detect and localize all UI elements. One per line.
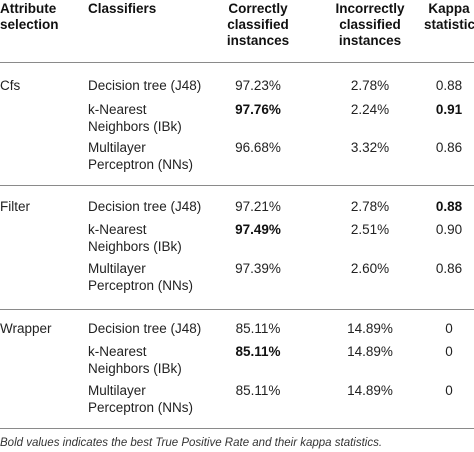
header-classifiers: Classifiers <box>88 1 198 17</box>
group-label-filter: Filter <box>0 199 30 214</box>
classifier-line: Multilayer <box>88 261 146 276</box>
header-line: Incorrectly <box>335 1 405 16</box>
classifier-cell: k-Nearest Neighbors (IBk) <box>88 343 182 377</box>
correct-cell: 97.23% <box>235 78 281 93</box>
incorrect-cell: 2.51% <box>350 222 390 237</box>
classifier-line: Neighbors (IBk) <box>88 361 182 376</box>
correct-cell: 97.39% <box>235 261 281 276</box>
classifier-cell: k-Nearest Neighbors (IBk) <box>88 221 182 255</box>
classifier-cell: Decision tree (J48) <box>88 198 201 215</box>
classifier-line: k-Nearest <box>88 222 147 237</box>
correct-cell: 85.11% <box>235 321 281 336</box>
table-bottom-rule <box>0 428 474 429</box>
header-line: Classifiers <box>88 1 157 16</box>
classifier-cell: Multilayer Perceptron (NNs) <box>88 382 193 416</box>
header-line: classified <box>339 17 401 32</box>
correct-cell-bold: 97.76% <box>235 102 281 117</box>
classifier-line: Perceptron (NNs) <box>88 157 194 172</box>
kappa-cell: 0.86 <box>435 140 463 155</box>
classifier-line: Multilayer <box>88 383 146 398</box>
header-line: Correctly <box>228 1 288 16</box>
kappa-cell: 0 <box>445 383 453 398</box>
incorrect-cell: 2.60% <box>350 261 390 276</box>
group-label-wrapper: Wrapper <box>0 321 52 336</box>
incorrect-cell: 14.89% <box>347 321 393 336</box>
header-line: statistic <box>424 17 474 32</box>
group-label-cfs: Cfs <box>0 78 21 93</box>
header-line: Attribute <box>0 1 57 16</box>
classifier-cell: Decision tree (J48) <box>88 320 201 337</box>
header-kappa: Kappa statistic <box>424 1 474 33</box>
header-line: selection <box>0 17 59 32</box>
incorrect-cell: 2.78% <box>350 78 390 93</box>
correct-cell-bold: 85.11% <box>235 344 281 359</box>
classifier-line: k-Nearest <box>88 102 147 117</box>
classifier-line: Multilayer <box>88 140 146 155</box>
classifier-line: Decision tree (J48) <box>88 321 202 336</box>
classifier-cell: k-Nearest Neighbors (IBk) <box>88 101 182 135</box>
header-incorrect: Incorrectly classified instances <box>316 1 424 49</box>
classifier-line: Neighbors (IBk) <box>88 119 182 134</box>
group-rule <box>0 309 474 310</box>
header-attribute-selection: Attribute selection <box>0 1 80 33</box>
table-footnote: Bold values indicates the best True Posi… <box>0 437 383 449</box>
correct-cell: 96.68% <box>235 140 281 155</box>
classifier-line: Decision tree (J48) <box>88 78 202 93</box>
incorrect-cell: 2.24% <box>350 102 390 117</box>
header-correct: Correctly classified instances <box>208 1 308 49</box>
incorrect-cell: 2.78% <box>350 199 390 214</box>
classifier-line: Decision tree (J48) <box>88 199 202 214</box>
classifier-cell: Multilayer Perceptron (NNs) <box>88 260 193 294</box>
classifier-line: Perceptron (NNs) <box>88 278 194 293</box>
incorrect-cell: 14.89% <box>347 344 393 359</box>
kappa-cell: 0 <box>445 344 453 359</box>
header-line: Kappa <box>428 1 470 16</box>
kappa-cell: 0.88 <box>435 78 463 93</box>
header-line: instances <box>338 33 402 48</box>
header-line: classified <box>227 17 289 32</box>
kappa-cell-bold: 0.91 <box>435 102 463 117</box>
classifier-line: Neighbors (IBk) <box>88 239 182 254</box>
kappa-cell: 0 <box>445 321 453 336</box>
incorrect-cell: 14.89% <box>347 383 393 398</box>
classifier-line: Perceptron (NNs) <box>88 400 194 415</box>
header-rule <box>0 62 474 63</box>
kappa-cell: 0.90 <box>435 222 463 237</box>
correct-cell: 97.21% <box>235 199 281 214</box>
incorrect-cell: 3.32% <box>350 140 390 155</box>
group-rule <box>0 185 474 186</box>
correct-cell: 85.11% <box>235 383 281 398</box>
correct-cell-bold: 97.49% <box>235 222 281 237</box>
classifier-cell: Decision tree (J48) <box>88 77 201 94</box>
classifier-cell: Multilayer Perceptron (NNs) <box>88 139 193 173</box>
kappa-cell-bold: 0.88 <box>435 199 463 214</box>
header-line: instances <box>226 33 290 48</box>
kappa-cell: 0.86 <box>435 261 463 276</box>
classifier-line: k-Nearest <box>88 344 147 359</box>
